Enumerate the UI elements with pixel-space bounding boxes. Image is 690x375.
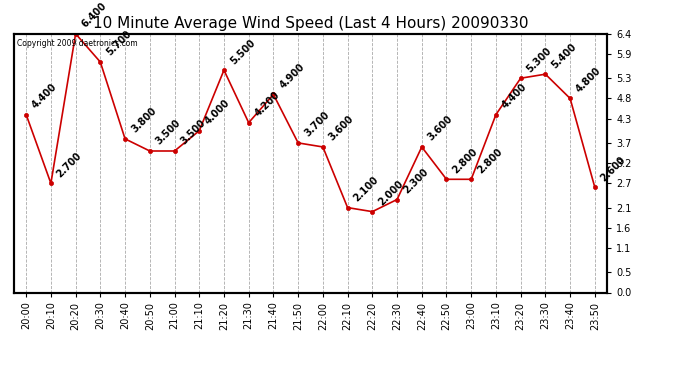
Text: 5.700: 5.700 [104, 29, 133, 58]
Title: 10 Minute Average Wind Speed (Last 4 Hours) 20090330: 10 Minute Average Wind Speed (Last 4 Hou… [92, 16, 529, 31]
Text: 5.400: 5.400 [549, 41, 578, 70]
Text: Copyright 2009 daetronics.com: Copyright 2009 daetronics.com [17, 39, 137, 48]
Text: 3.600: 3.600 [327, 114, 356, 143]
Text: 2.100: 2.100 [352, 175, 381, 203]
Text: 4.900: 4.900 [277, 62, 306, 90]
Text: 2.600: 2.600 [599, 154, 628, 183]
Text: 4.400: 4.400 [30, 82, 59, 111]
Text: 2.700: 2.700 [55, 150, 84, 179]
Text: 3.600: 3.600 [426, 114, 455, 143]
Text: 5.300: 5.300 [525, 45, 553, 74]
Text: 3.500: 3.500 [179, 118, 208, 147]
Text: 6.400: 6.400 [80, 1, 108, 30]
Text: 5.500: 5.500 [228, 37, 257, 66]
Text: 4.400: 4.400 [500, 82, 529, 111]
Text: 2.800: 2.800 [451, 146, 480, 175]
Text: 4.800: 4.800 [574, 65, 603, 94]
Text: 3.800: 3.800 [129, 106, 158, 135]
Text: 3.700: 3.700 [302, 110, 331, 139]
Text: 4.000: 4.000 [204, 98, 233, 127]
Text: 4.200: 4.200 [253, 90, 282, 118]
Text: 3.500: 3.500 [154, 118, 183, 147]
Text: 2.000: 2.000 [377, 178, 405, 207]
Text: 2.800: 2.800 [475, 146, 504, 175]
Text: 2.300: 2.300 [401, 166, 430, 195]
